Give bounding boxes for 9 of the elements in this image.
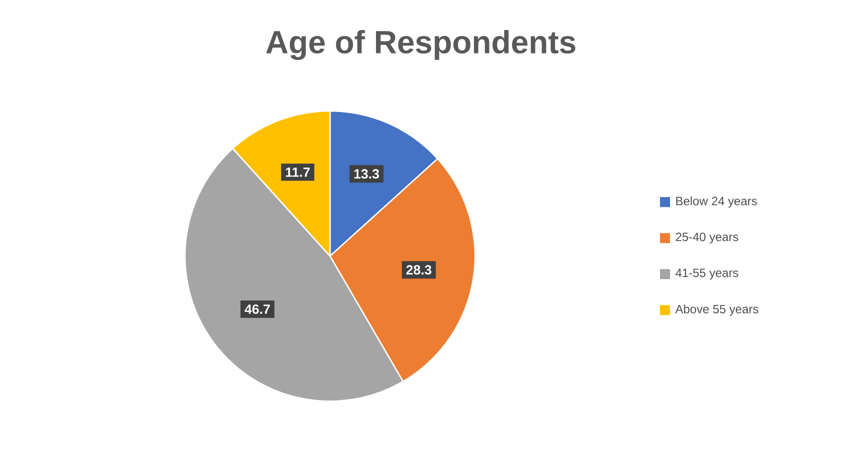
data-label: 28.3	[406, 265, 432, 275]
data-label: 13.3	[354, 169, 379, 179]
chart-title: Age of Respondents	[266, 30, 576, 60]
data-label: 11.7	[286, 167, 310, 177]
data-label: 46.7	[244, 304, 270, 314]
legend-label: Below 24 years	[676, 196, 757, 208]
legend-label: 25-40 years	[676, 232, 738, 244]
legend-label: Above 55 years	[675, 304, 758, 316]
legend-label: 41-55 years	[676, 268, 738, 280]
